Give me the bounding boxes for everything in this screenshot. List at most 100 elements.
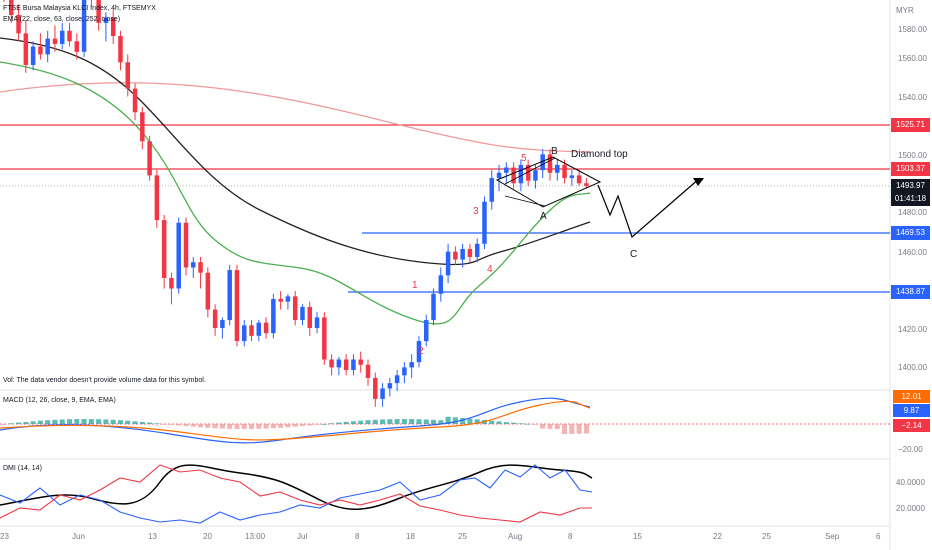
candle[interactable]: [474, 243, 480, 257]
candle[interactable]: [380, 388, 385, 399]
time-tick: 8: [355, 532, 360, 541]
candle[interactable]: [132, 88, 138, 113]
candle[interactable]: [511, 167, 516, 184]
price-tag-1525[interactable]: 1525.71: [891, 118, 930, 132]
candle[interactable]: [191, 262, 196, 268]
candle[interactable]: [431, 293, 436, 321]
projection-path[interactable]: [597, 177, 701, 239]
candle[interactable]: [373, 377, 378, 399]
candle[interactable]: [241, 325, 247, 342]
candle[interactable]: [518, 164, 524, 184]
candle[interactable]: [402, 367, 407, 376]
last-price-tag[interactable]: 1493.97 01:41:18: [891, 179, 930, 206]
ema-legend[interactable]: EMA (22, close, 63, close, 252, close): [3, 16, 121, 23]
candle[interactable]: [576, 175, 582, 184]
candle[interactable]: [96, 0, 101, 23]
symbol-title[interactable]: FTSE Bursa Malaysia KLCI Index, 4h, FTSE…: [3, 5, 156, 12]
candle[interactable]: [394, 375, 400, 384]
candle[interactable]: [409, 362, 414, 368]
candle[interactable]: [336, 359, 342, 368]
candle[interactable]: [140, 112, 145, 142]
candle[interactable]: [365, 364, 371, 378]
macd-histogram-bar: [212, 424, 218, 429]
candle[interactable]: [205, 272, 211, 310]
candle[interactable]: [314, 317, 320, 328]
candle[interactable]: [307, 306, 313, 328]
candle[interactable]: [74, 41, 80, 52]
candle[interactable]: [125, 62, 131, 89]
candle[interactable]: [38, 46, 43, 55]
candle[interactable]: [198, 262, 203, 273]
price-tag-1503[interactable]: 1503.37: [891, 162, 930, 176]
candle[interactable]: [416, 341, 422, 363]
price-tick: 1420.00: [898, 325, 927, 334]
candle[interactable]: [540, 154, 545, 171]
candle[interactable]: [569, 175, 575, 179]
candle[interactable]: [292, 296, 298, 321]
candle[interactable]: [183, 222, 189, 268]
candle[interactable]: [533, 170, 538, 181]
macd-histogram-bar: [249, 424, 255, 429]
dmi-legend[interactable]: DMI (14, 14): [3, 465, 42, 472]
candle[interactable]: [322, 317, 327, 360]
dmi-tick: 40.0000: [896, 478, 925, 487]
candle[interactable]: [59, 30, 65, 44]
candle[interactable]: [220, 320, 225, 328]
candle[interactable]: [30, 46, 36, 65]
candle[interactable]: [212, 309, 218, 328]
macd-histogram-bar: [423, 419, 429, 424]
candle[interactable]: [387, 383, 393, 389]
candle[interactable]: [496, 172, 502, 179]
candle[interactable]: [555, 164, 560, 173]
candle[interactable]: [161, 220, 167, 278]
candle[interactable]: [52, 38, 58, 44]
candle[interactable]: [453, 251, 458, 260]
candle[interactable]: [358, 359, 363, 365]
candle[interactable]: [154, 175, 160, 221]
candle[interactable]: [278, 299, 283, 302]
candle[interactable]: [169, 277, 174, 289]
candle[interactable]: [234, 270, 240, 342]
candle[interactable]: [285, 296, 291, 302]
candle[interactable]: [110, 17, 116, 37]
candle[interactable]: [271, 299, 276, 334]
candle[interactable]: [9, 0, 14, 15]
candle[interactable]: [118, 36, 123, 63]
candle[interactable]: [438, 275, 444, 294]
candle[interactable]: [343, 359, 349, 371]
candle[interactable]: [467, 249, 473, 257]
candle[interactable]: [103, 17, 109, 23]
candle[interactable]: [445, 251, 451, 276]
candle[interactable]: [504, 167, 509, 173]
candle[interactable]: [482, 201, 487, 244]
candle[interactable]: [329, 359, 334, 368]
ema-22-line: [0, 61, 591, 325]
candle[interactable]: [351, 359, 356, 371]
candle[interactable]: [256, 322, 262, 336]
candle[interactable]: [423, 320, 429, 342]
candle[interactable]: [16, 14, 21, 34]
candle[interactable]: [147, 141, 152, 176]
candle[interactable]: [525, 164, 531, 181]
candle[interactable]: [227, 270, 232, 321]
candle[interactable]: [45, 38, 50, 55]
macd-tick: −20.00: [898, 445, 923, 454]
diamond-top-pattern[interactable]: [495, 156, 602, 208]
candle[interactable]: [67, 30, 72, 42]
candle[interactable]: [23, 33, 29, 65]
candle[interactable]: [81, 0, 87, 52]
macd-legend[interactable]: MACD (12, 26, close, 9, EMA, EMA): [3, 397, 116, 404]
candle[interactable]: [249, 325, 254, 336]
price-tag-1438[interactable]: 1438.87: [891, 285, 930, 299]
candle[interactable]: [562, 164, 567, 179]
price-tag-1469[interactable]: 1469.53: [891, 226, 930, 240]
candle[interactable]: [263, 322, 269, 334]
candle[interactable]: [300, 306, 305, 321]
candle[interactable]: [460, 249, 465, 260]
macd-histogram-bar: [278, 424, 284, 428]
candle[interactable]: [547, 154, 553, 173]
candle[interactable]: [584, 183, 589, 186]
candle[interactable]: [176, 222, 181, 289]
candle[interactable]: [489, 178, 495, 202]
